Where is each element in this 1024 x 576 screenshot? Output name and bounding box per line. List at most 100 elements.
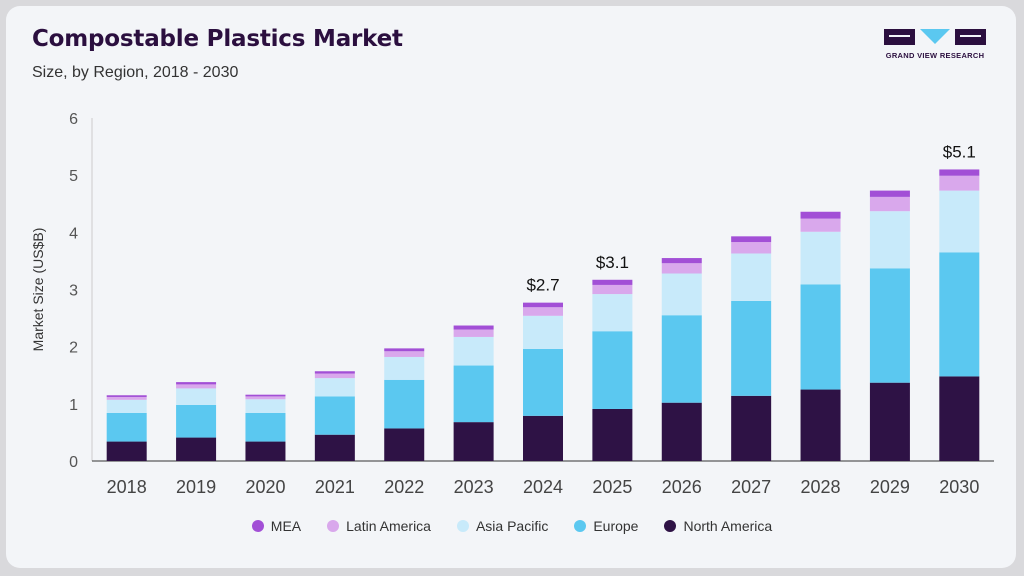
bar-segment-latin-america [523,307,563,316]
legend-item-asia-pacific: Asia Pacific [456,516,549,536]
bar-segment-asia-pacific [245,399,286,413]
legend-label: North America [683,518,773,534]
bar-segment-asia-pacific [592,294,633,332]
bar-segment-asia-pacific [800,231,841,285]
y-axis-label: Market Size (US$B) [30,228,46,352]
bar-segment-europe [245,412,286,442]
bar-segment-latin-america [661,263,702,274]
x-tick-label: 2019 [176,477,216,497]
bar-segment-latin-america [869,196,910,212]
bar-segment-latin-america [314,373,355,379]
bar-segment-mea [523,302,563,308]
bar-segment-asia-pacific [939,190,980,253]
x-tick-label: 2027 [731,477,771,497]
bar-segment-asia-pacific [106,399,147,413]
bar-segment-latin-america [939,175,980,191]
bar-segment-asia-pacific [176,388,217,405]
bar-segment-latin-america [592,284,633,295]
grand-view-research-logo [884,29,986,45]
legend-label: Latin America [346,518,431,534]
bar-segment-north-america [731,395,772,461]
total-data-label: $3.1 [596,253,629,272]
bar-segment-europe [523,348,563,416]
legend-item-europe: Europe [574,516,638,536]
logo-triangle [920,29,950,44]
bar-segment-europe [939,252,980,377]
x-tick-label: 2029 [870,477,910,497]
legend-label: MEA [270,518,302,534]
chart-title: Compostable Plastics Market [32,26,403,52]
logo-text: GRAND VIEW RESEARCH [885,51,985,60]
x-tick-label: 2023 [454,477,494,497]
bar-segment-north-america [384,428,425,461]
bar-segment-asia-pacific [661,273,702,316]
bar-segment-mea [245,394,286,397]
bar-segment-latin-america [106,396,147,400]
chart-subtitle: Size, by Region, 2018 - 2030 [32,64,239,81]
x-tick-label: 2024 [523,477,563,497]
bar-segment-mea [869,190,910,197]
total-data-label: $5.1 [943,142,976,161]
legend-swatch [664,520,677,532]
bar-segment-mea [176,382,217,385]
legend-item-latin-america: Latin America [327,516,431,536]
x-tick-label: 2022 [384,477,424,497]
x-tick-label: 2021 [315,477,355,497]
legend-label: Europe [593,518,639,534]
legend-label: Asia Pacific [475,518,549,534]
bar-segment-europe [661,315,702,403]
x-tick-label: 2028 [801,477,841,497]
bar-segment-europe [106,412,147,442]
bar-segment-mea [384,348,425,352]
legend-swatch [456,520,469,532]
bar-segment-asia-pacific [731,253,772,301]
legend-swatch [251,520,264,532]
legend-item-north-america: North America [664,516,772,536]
chart-legend: MEA Latin America Asia Pacific Europe North … [0,516,1024,536]
bar-segment-north-america [176,437,217,461]
y-tick-label: 1 [69,397,78,414]
bar-segment-latin-america [245,396,286,400]
bar-segment-mea [314,371,355,374]
bar-segment-north-america [245,441,286,461]
bar-segment-mea [661,258,702,264]
legend-item-mea: MEA [251,516,302,536]
bar-segment-asia-pacific [523,315,563,349]
bar-segment-asia-pacific [869,211,910,269]
bar-segment-europe [800,284,841,390]
bar-segment-europe [314,396,355,435]
bar-segment-asia-pacific [384,356,425,380]
bar-segment-north-america [592,408,633,461]
bar-segment-latin-america [176,384,217,389]
bar-segment-mea [592,279,633,285]
y-tick-label: 6 [69,111,78,128]
legend-swatch [574,520,587,532]
bar-segment-europe [176,404,217,438]
bar-segment-north-america [939,376,980,461]
x-tick-label: 2030 [939,477,979,497]
bar-segment-mea [939,169,980,176]
bar-segment-mea [106,395,147,397]
bar-segment-latin-america [731,242,772,254]
x-tick-label: 2025 [592,477,632,497]
bar-segment-europe [384,379,425,429]
bar-segment-asia-pacific [453,336,494,366]
bar-segment-north-america [453,422,494,461]
bar-segment-north-america [523,415,563,461]
bar-segment-europe [592,331,633,409]
total-data-label: $2.7 [526,276,559,295]
chart-card [6,6,1016,568]
bar-segment-mea [800,211,841,219]
y-tick-label: 3 [69,283,78,300]
x-tick-label: 2020 [245,477,285,497]
y-tick-label: 5 [69,168,78,185]
bar-segment-mea [731,236,772,243]
y-tick-label: 0 [69,454,78,471]
bar-segment-north-america [314,434,355,461]
bar-segment-mea [453,325,494,330]
bar-segment-latin-america [384,351,425,357]
bar-segment-north-america [800,389,841,461]
bar-segment-europe [869,268,910,383]
bar-segment-europe [453,365,494,423]
bar-segment-latin-america [453,329,494,337]
